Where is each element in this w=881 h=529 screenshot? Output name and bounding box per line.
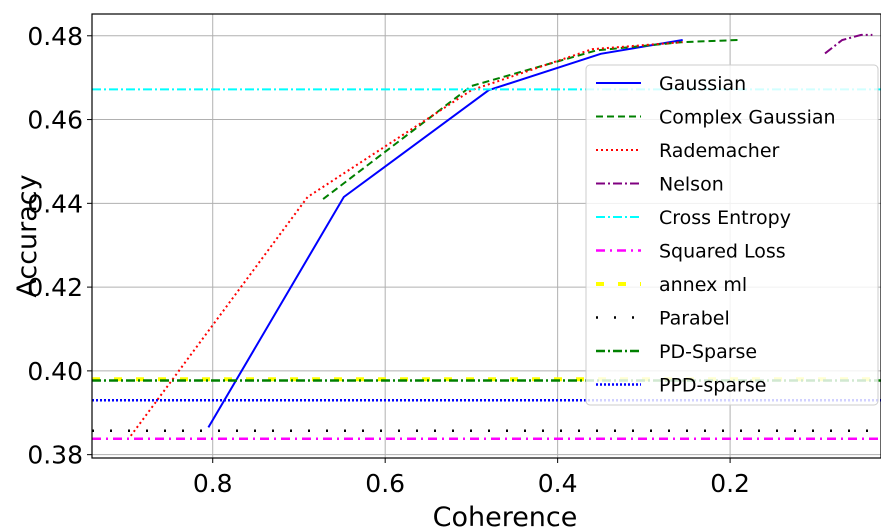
legend-label: Rademacher xyxy=(659,140,780,162)
x-tick-label: 0.8 xyxy=(193,469,233,498)
legend-entry-complex-gaussian: Complex Gaussian xyxy=(596,107,836,129)
legend: Gaussian Complex Gaussian Rademacher Nelson… xyxy=(585,64,879,406)
plot-frame xyxy=(91,13,881,459)
legend-label: Gaussian xyxy=(659,73,746,95)
legend-label: Nelson xyxy=(659,174,724,196)
legend-entry-gaussian: Gaussian xyxy=(596,73,746,95)
legend-box xyxy=(585,64,879,406)
legend-label: Cross Entropy xyxy=(659,207,791,229)
y-tick-label: 0.40 xyxy=(27,357,83,386)
y-tick-label: 0.44 xyxy=(27,189,83,218)
legend-entry-cross-entropy: Cross Entropy xyxy=(596,207,791,229)
legend-entry-nelson: Nelson xyxy=(596,174,724,196)
x-tick-label: 0.6 xyxy=(365,469,405,498)
legend-label: PD-Sparse xyxy=(659,341,757,363)
legend-entry-pd-sparse: PD-Sparse xyxy=(596,341,757,363)
series-complex-gaussian xyxy=(322,39,739,200)
y-tick-label: 0.48 xyxy=(27,22,83,51)
legend-entry-parabel: Parabel xyxy=(596,308,730,330)
legend-entry-squared-loss: Squared Loss xyxy=(596,241,786,263)
series-rademacher xyxy=(129,41,683,437)
y-tick-label: 0.46 xyxy=(27,106,83,135)
legend-entry-ppd-sparse: PPD-sparse xyxy=(596,375,766,397)
legend-entry-annex-ml: annex ml xyxy=(596,274,747,296)
legend-entry-rademacher: Rademacher xyxy=(596,140,780,162)
x-tick-label: 0.4 xyxy=(538,469,578,498)
legend-label: annex ml xyxy=(659,274,747,296)
x-tick-label: 0.2 xyxy=(710,469,750,498)
series-nelson xyxy=(824,33,873,55)
legend-label: Squared Loss xyxy=(659,241,786,263)
legend-label: PPD-sparse xyxy=(659,375,766,397)
legend-label: Complex Gaussian xyxy=(659,107,836,129)
y-tick-label: 0.38 xyxy=(27,441,83,470)
x-axis-label: Coherence xyxy=(433,502,578,529)
legend-label: Parabel xyxy=(659,308,730,330)
y-axis-label: Accuracy xyxy=(12,174,43,297)
ticks: 0.8 0.6 0.4 0.2 0.38 0.40 0.42 0.44 0.46 0.48 xyxy=(27,22,750,498)
y-tick-label: 0.42 xyxy=(27,273,83,302)
